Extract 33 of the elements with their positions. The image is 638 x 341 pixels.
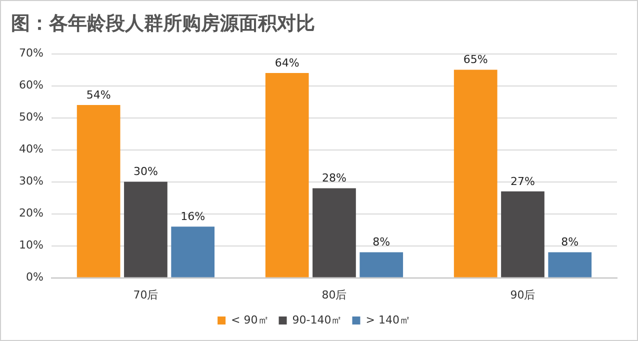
data-label: 16% — [180, 210, 206, 223]
bar — [501, 191, 544, 278]
data-label: 27% — [510, 174, 535, 188]
bar — [360, 252, 404, 278]
legend-label: < 90㎡ — [231, 313, 269, 326]
y-tick-label: 0% — [26, 270, 44, 284]
chart-title: 图：各年龄段人群所购房源面积对比 — [11, 12, 315, 34]
legend-label: 90-140㎡ — [292, 313, 342, 326]
data-label: 30% — [133, 165, 158, 178]
bar — [124, 182, 168, 278]
x-tick-label: 70后 — [133, 288, 158, 302]
bar — [76, 105, 120, 278]
bar — [548, 252, 592, 278]
y-tick-label: 30% — [18, 174, 44, 188]
y-tick-label: 60% — [18, 78, 44, 92]
y-tick-label: 20% — [18, 206, 44, 220]
bar — [171, 226, 215, 278]
data-label: 64% — [274, 56, 300, 70]
data-label: 65% — [463, 53, 488, 66]
bar — [454, 70, 498, 278]
bar — [265, 73, 309, 278]
data-label: 28% — [322, 172, 346, 185]
bar — [312, 188, 356, 278]
y-tick-label: 10% — [18, 238, 44, 252]
data-label: 54% — [86, 88, 111, 102]
legend-label: > 140㎡ — [366, 313, 410, 326]
data-label: 8% — [372, 236, 390, 249]
y-tick-label: 70% — [18, 46, 44, 60]
x-tick-label: 90后 — [510, 288, 536, 302]
y-tick-label: 40% — [18, 142, 44, 156]
y-tick-label: 50% — [18, 110, 44, 124]
x-tick-label: 80后 — [322, 288, 347, 302]
data-label: 8% — [561, 236, 579, 249]
